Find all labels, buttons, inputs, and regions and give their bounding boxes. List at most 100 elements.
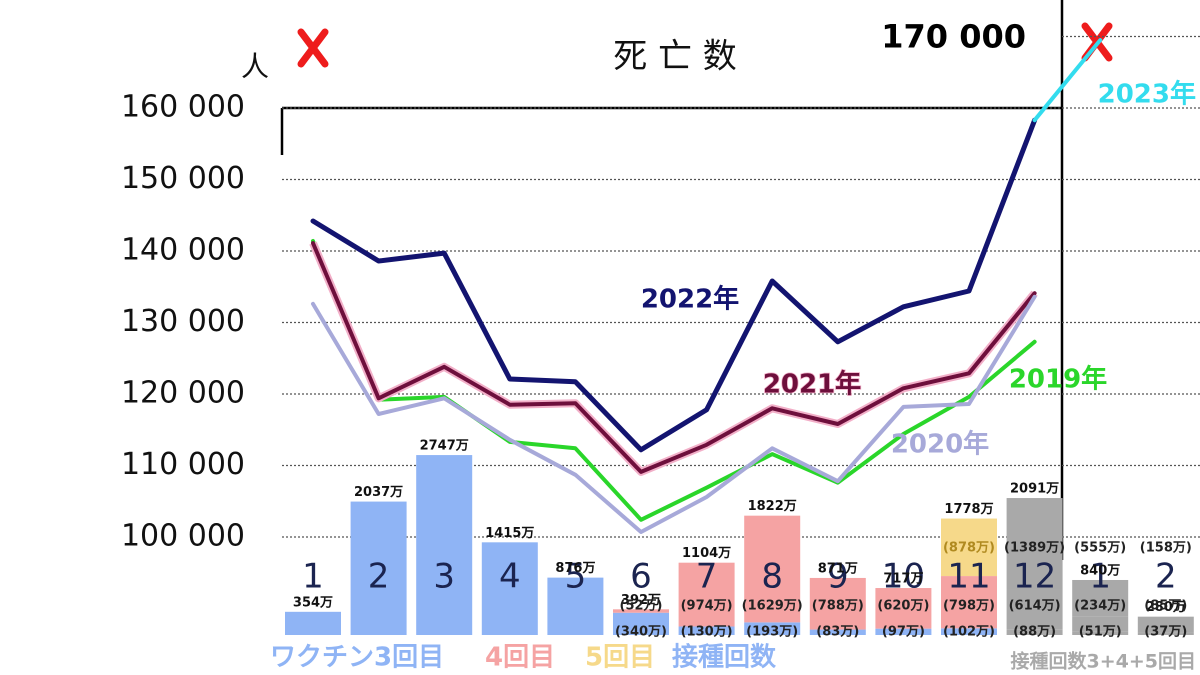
bar-segment xyxy=(1072,616,1129,632)
y-tick-label: 100 000 xyxy=(121,519,245,554)
annotation-label: 170 000 xyxy=(881,18,1026,56)
bar xyxy=(416,455,473,635)
x-tick-label: 3 xyxy=(433,557,455,597)
segment-label: (51万) xyxy=(1079,625,1122,640)
segment-label: (37万) xyxy=(1144,625,1187,640)
total-label: 840万 xyxy=(1080,563,1120,578)
x-tick-label: 12 xyxy=(1013,557,1056,597)
bar-segment xyxy=(875,628,932,635)
line-series xyxy=(1032,38,1103,123)
bar-segment xyxy=(678,626,735,635)
segment-label: (130万) xyxy=(681,625,733,640)
series-label: 2019年 xyxy=(1009,364,1107,395)
line-series xyxy=(311,239,1037,522)
bar-segment xyxy=(744,515,801,623)
x-tick-label: 6 xyxy=(630,557,652,597)
y-tick-label: 120 000 xyxy=(121,376,245,411)
y-tick-label: 160 000 xyxy=(121,90,245,125)
x-tick-label: 2 xyxy=(368,557,390,597)
line-series xyxy=(310,117,1038,453)
bar-segment xyxy=(1006,589,1063,630)
line-series xyxy=(311,241,1037,474)
series-label: 2023年 xyxy=(1098,79,1196,110)
legend-label: 4回目 xyxy=(485,643,555,673)
segment-label: (193万) xyxy=(746,625,798,640)
cross-mark xyxy=(297,28,329,68)
bar-segment xyxy=(941,628,997,635)
total-label: 1104万 xyxy=(682,546,731,561)
segment-label: (340万) xyxy=(615,625,667,640)
bar-segment xyxy=(613,609,669,613)
line-series xyxy=(311,294,1037,534)
segment-label: (88万) xyxy=(1013,625,1056,640)
bar-segment xyxy=(809,629,866,635)
x-tick-label: 1 xyxy=(302,557,324,597)
bar-segment xyxy=(1072,631,1129,635)
series-label: 2021年 xyxy=(763,369,861,400)
legend-note: 接種回数 xyxy=(672,643,777,673)
y-tick-label: 110 000 xyxy=(121,447,245,482)
chart-title: 死 亡 数 xyxy=(613,37,737,77)
bar-segment xyxy=(1006,498,1063,590)
total-label: 1415万 xyxy=(485,526,534,541)
x-tick-label: 1 xyxy=(1089,557,1111,597)
x-tick-label: 9 xyxy=(827,557,849,597)
bar-segment xyxy=(809,577,866,630)
legend-label: 5回目 xyxy=(585,643,655,673)
x-tick-label: 10 xyxy=(882,557,925,597)
bar xyxy=(285,611,341,635)
segment-label: (614万) xyxy=(1009,599,1061,614)
total-label: 876万 xyxy=(555,561,595,576)
total-label: 2747万 xyxy=(420,439,469,454)
total-label: 392万 xyxy=(621,593,661,608)
segment-label: (620万) xyxy=(877,599,929,614)
bar-segment xyxy=(941,518,997,577)
segment-label: (974万) xyxy=(681,599,733,614)
bar xyxy=(481,542,538,635)
total-label: 2091万 xyxy=(1010,482,1059,497)
x-tick-label: 11 xyxy=(947,557,990,597)
segment-label: (1389万) xyxy=(1004,541,1065,556)
bar-segment xyxy=(1137,632,1194,635)
segment-label: (234万) xyxy=(1074,599,1126,614)
bar-segment xyxy=(1137,616,1194,628)
y-tick-label: 130 000 xyxy=(121,304,245,339)
bar xyxy=(547,577,604,635)
series-label: 2020年 xyxy=(891,429,989,460)
bar-segment xyxy=(941,576,997,629)
x-tick-label: 7 xyxy=(696,557,718,597)
total-label: 2037万 xyxy=(354,485,403,500)
bar-segment xyxy=(744,622,801,635)
y-tick-label: 150 000 xyxy=(121,161,245,196)
segment-label: (1629万) xyxy=(742,599,803,614)
bar-segment xyxy=(1137,627,1194,633)
total-label: 280万 xyxy=(1146,600,1186,615)
gray-legend-label: 接種回数3+4+5回目 xyxy=(1010,650,1196,673)
segment-label: (798万) xyxy=(943,599,995,614)
bar-segment xyxy=(613,612,669,635)
x-tick-label: 5 xyxy=(565,557,587,597)
bar-segment xyxy=(875,588,932,629)
segment-label: (85万) xyxy=(1144,599,1187,614)
segment-label: (83万) xyxy=(816,625,859,640)
segment-label: (788万) xyxy=(812,599,864,614)
legend-label: ワクチン3回目 xyxy=(270,643,444,673)
bar xyxy=(350,501,407,635)
x-tick-label: 8 xyxy=(761,557,783,597)
bar-segment xyxy=(1006,629,1063,635)
y-axis-label: 人 xyxy=(241,50,269,83)
total-label: 717万 xyxy=(883,572,923,587)
segment-label: (97万) xyxy=(882,625,925,640)
segment-label: (52万) xyxy=(620,599,663,614)
bar-segment xyxy=(1072,579,1129,617)
total-label: 1778万 xyxy=(944,502,993,517)
segment-label: (878万) xyxy=(943,541,995,556)
x-tick-label: 4 xyxy=(499,557,521,597)
total-label: 871万 xyxy=(818,561,858,576)
x-tick-label: 2 xyxy=(1155,557,1177,597)
segment-label: (102万) xyxy=(943,625,995,640)
total-label: 1822万 xyxy=(748,499,797,514)
segment-label: (555万) xyxy=(1074,541,1126,556)
